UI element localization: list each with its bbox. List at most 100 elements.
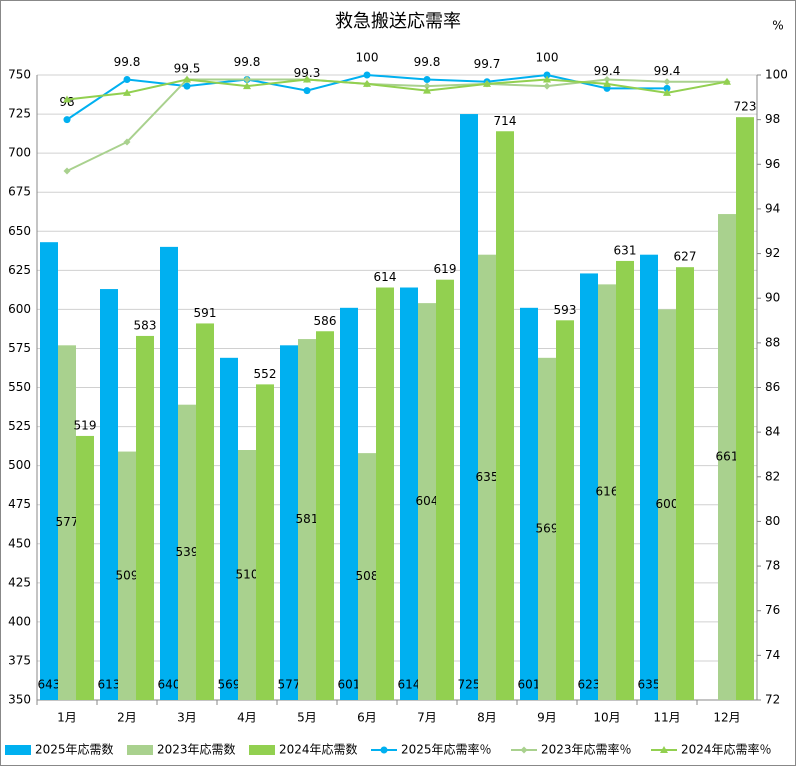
data-label: 552 (254, 367, 277, 381)
bar (538, 357, 556, 700)
bar (520, 307, 538, 700)
bar (118, 451, 136, 700)
bar (298, 339, 316, 700)
data-label: 577 (56, 515, 79, 529)
marker (63, 116, 71, 124)
data-label: 723 (734, 100, 757, 114)
legend-swatch (127, 745, 153, 755)
data-label: 99.4 (654, 64, 681, 78)
data-label: 569 (218, 678, 241, 692)
bar (316, 331, 334, 700)
y2-tick-label: 98 (765, 112, 780, 126)
marker (380, 746, 388, 754)
data-label: 591 (194, 306, 217, 320)
data-label: 519 (74, 418, 97, 432)
marker (483, 79, 491, 87)
data-label: 593 (554, 303, 577, 317)
data-label: 99.3 (294, 66, 321, 80)
data-label: 616 (596, 485, 619, 499)
legend-label: 2024年応需数 (279, 742, 358, 757)
y2-tick-label: 76 (765, 603, 780, 617)
data-label: 635 (638, 678, 661, 692)
y-tick-label: 600 (8, 302, 31, 316)
y-tick-label: 725 (8, 107, 31, 121)
bar (58, 345, 76, 700)
y2-tick-label: 94 (765, 201, 780, 215)
marker (183, 75, 191, 83)
x-tick-label: 3月 (177, 711, 197, 725)
bar (460, 114, 478, 700)
data-label: 643 (38, 678, 61, 692)
x-tick-label: 12月 (713, 711, 740, 725)
bar (160, 246, 178, 700)
bar (718, 214, 736, 700)
y-tick-label: 700 (8, 146, 31, 160)
x-tick-label: 5月 (297, 711, 317, 725)
data-label: 614 (398, 678, 421, 692)
legend-label: 2025年応需数 (35, 742, 114, 757)
legend-swatch (5, 745, 31, 755)
data-label: 581 (296, 512, 319, 526)
data-label: 508 (356, 569, 379, 583)
bar (616, 260, 634, 700)
bar (178, 404, 196, 700)
x-tick-label: 2月 (117, 711, 137, 725)
data-label: 99.4 (594, 64, 621, 78)
y2-unit-label: % (772, 19, 783, 33)
bar (640, 254, 658, 700)
x-tick-label: 4月 (237, 711, 257, 725)
marker (183, 82, 191, 90)
y-tick-label: 475 (8, 497, 31, 511)
marker (520, 746, 528, 754)
bar (736, 117, 754, 700)
bar (100, 289, 118, 700)
data-label: 600 (656, 497, 679, 511)
data-label: 604 (416, 494, 439, 508)
data-label: 539 (176, 545, 199, 559)
data-label: 725 (458, 678, 481, 692)
y-tick-label: 350 (8, 693, 31, 707)
marker (303, 75, 311, 83)
marker (363, 71, 371, 79)
line (66, 78, 728, 101)
y2-tick-label: 88 (765, 335, 780, 349)
bar (358, 453, 376, 700)
y2-tick-label: 78 (765, 559, 780, 573)
y-tick-label: 750 (8, 68, 31, 82)
bar (220, 357, 238, 700)
line (66, 78, 727, 172)
bar (76, 435, 94, 700)
bar (556, 320, 574, 700)
y-tick-label: 675 (8, 185, 31, 199)
bar (436, 279, 454, 700)
y2-tick-label: 96 (765, 157, 780, 171)
marker (543, 71, 551, 79)
y-tick-label: 450 (8, 536, 31, 550)
marker (123, 88, 131, 96)
y-tick-label: 500 (8, 458, 31, 472)
legend-label: 2025年応需率％ (401, 742, 492, 757)
marker (123, 75, 131, 83)
data-label: 601 (338, 678, 361, 692)
bar (136, 335, 154, 700)
data-label: 99.5 (174, 62, 201, 76)
data-label: 623 (578, 678, 601, 692)
marker (603, 79, 611, 87)
y-tick-label: 525 (8, 419, 31, 433)
data-label: 619 (434, 262, 457, 276)
x-tick-label: 1月 (57, 711, 77, 725)
data-label: 100 (536, 51, 559, 65)
marker (423, 82, 431, 90)
data-label: 635 (476, 470, 499, 484)
bar (280, 345, 298, 700)
x-tick-label: 11月 (653, 711, 680, 725)
x-tick-label: 6月 (357, 711, 377, 725)
data-label: 99.7 (474, 57, 501, 71)
marker (663, 84, 671, 92)
data-label: 99.8 (114, 55, 141, 69)
bar (340, 307, 358, 700)
data-label: 577 (278, 678, 301, 692)
marker (423, 75, 431, 83)
y2-tick-label: 92 (765, 246, 780, 260)
